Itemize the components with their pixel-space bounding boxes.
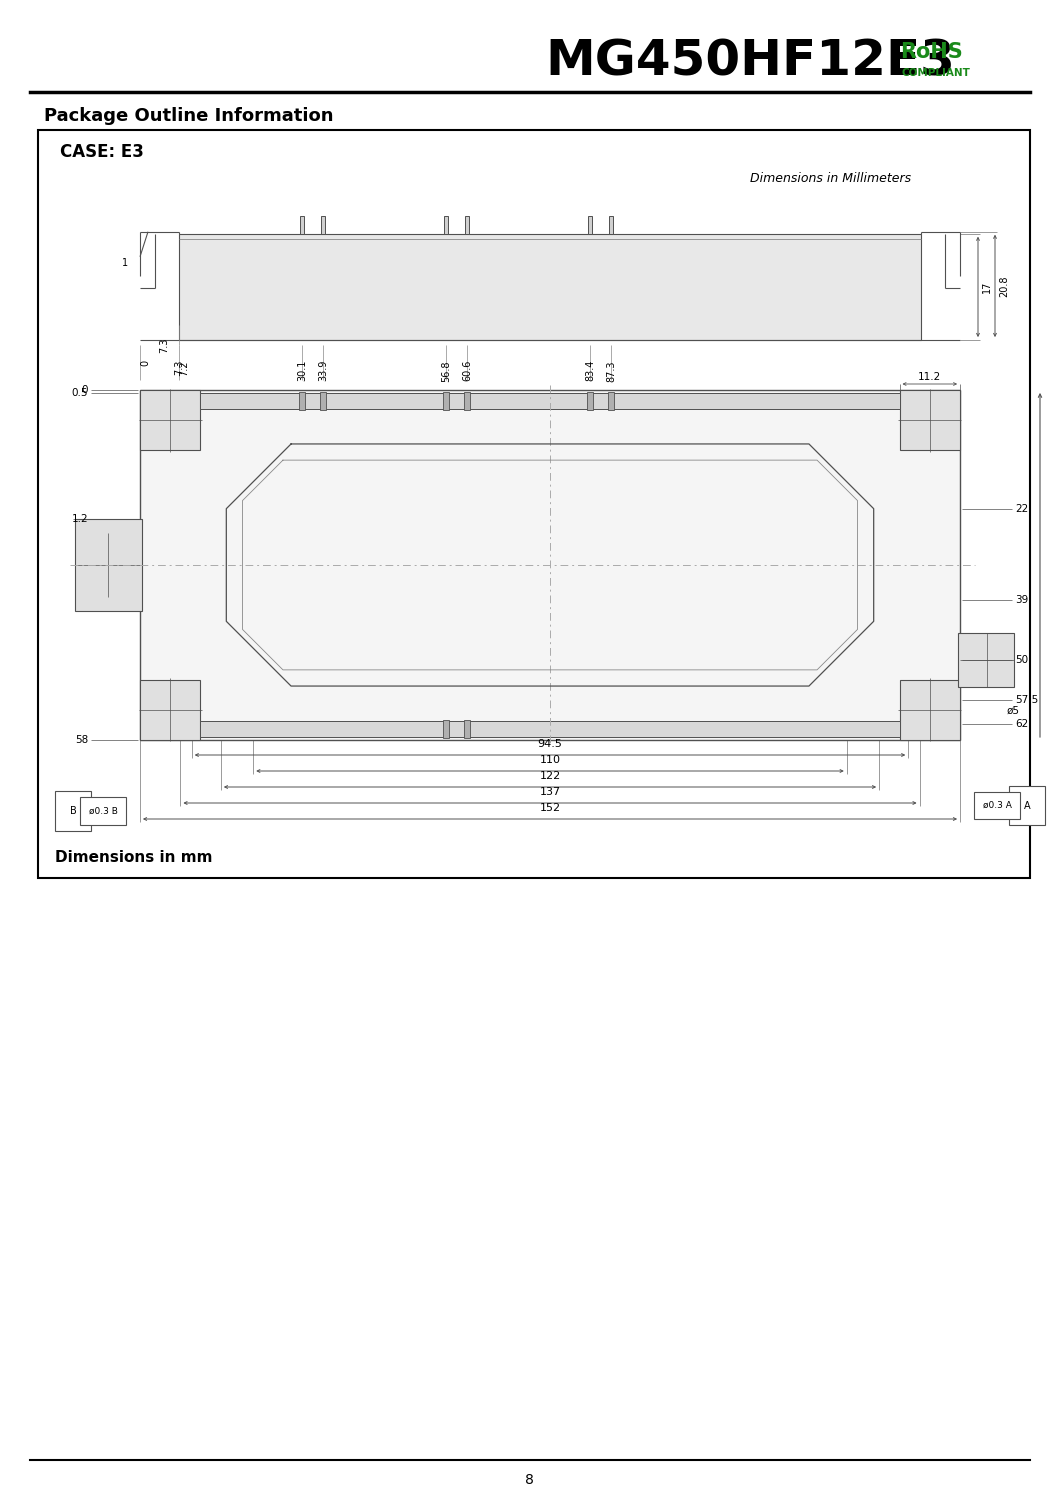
Text: A: A xyxy=(1024,800,1030,810)
Text: 87.3: 87.3 xyxy=(606,360,616,382)
Bar xyxy=(300,391,305,410)
Text: ø0.3 A: ø0.3 A xyxy=(983,801,1011,810)
Text: 17: 17 xyxy=(982,280,992,294)
Text: 83.4: 83.4 xyxy=(585,360,595,382)
Text: 33.9: 33.9 xyxy=(318,360,328,382)
Text: 30.1: 30.1 xyxy=(298,360,307,382)
Text: Dimensions in Millimeters: Dimensions in Millimeters xyxy=(750,171,911,184)
Bar xyxy=(609,216,613,234)
Text: 0: 0 xyxy=(140,360,150,366)
Text: 137: 137 xyxy=(539,786,560,797)
Text: 58: 58 xyxy=(75,736,88,745)
Bar xyxy=(200,392,899,409)
Bar xyxy=(445,216,448,234)
Bar xyxy=(200,721,899,737)
Text: COMPLIANT: COMPLIANT xyxy=(901,67,970,78)
Text: 39: 39 xyxy=(1015,595,1028,605)
Text: 20.8: 20.8 xyxy=(999,276,1009,297)
Text: 60.6: 60.6 xyxy=(462,360,472,382)
Bar xyxy=(464,721,470,739)
Text: 0: 0 xyxy=(82,385,88,395)
Text: 7.2: 7.2 xyxy=(179,360,189,376)
Text: 122: 122 xyxy=(539,771,560,780)
Text: B: B xyxy=(70,806,76,816)
Bar xyxy=(588,216,592,234)
Bar xyxy=(179,234,920,340)
Bar xyxy=(899,389,961,451)
Bar xyxy=(464,391,470,410)
Text: Dimensions in mm: Dimensions in mm xyxy=(55,851,213,866)
Bar xyxy=(140,680,200,740)
Text: 57.5: 57.5 xyxy=(1015,695,1038,706)
Bar xyxy=(899,680,961,740)
Text: MG450HF12E3: MG450HF12E3 xyxy=(545,37,955,85)
Text: 56.8: 56.8 xyxy=(442,360,451,382)
Text: RoHS: RoHS xyxy=(900,42,963,61)
Bar xyxy=(38,130,1030,878)
Bar xyxy=(140,389,200,451)
Bar xyxy=(320,391,326,410)
Text: 7.3: 7.3 xyxy=(160,337,169,352)
Bar xyxy=(75,520,142,611)
Bar xyxy=(587,391,593,410)
Text: 0.5: 0.5 xyxy=(72,388,88,397)
Text: 11.2: 11.2 xyxy=(918,372,941,382)
Bar xyxy=(444,391,449,410)
Text: CASE: E3: CASE: E3 xyxy=(60,142,144,160)
Text: 22: 22 xyxy=(1015,503,1028,514)
Bar xyxy=(608,391,614,410)
Text: 110: 110 xyxy=(539,755,560,765)
Text: 1.2: 1.2 xyxy=(71,514,88,524)
Text: ø5: ø5 xyxy=(1007,706,1020,715)
Text: 50: 50 xyxy=(1015,655,1028,665)
Bar xyxy=(321,216,325,234)
Text: 62: 62 xyxy=(1015,719,1028,730)
Text: ø0.3 B: ø0.3 B xyxy=(89,806,118,815)
Text: 152: 152 xyxy=(539,803,560,813)
Bar xyxy=(444,721,449,739)
Text: 1: 1 xyxy=(122,258,128,268)
Bar xyxy=(301,216,304,234)
Bar xyxy=(958,632,1013,686)
Bar xyxy=(465,216,469,234)
Text: 94.5: 94.5 xyxy=(538,739,562,749)
Text: 7.3: 7.3 xyxy=(175,360,184,376)
Bar xyxy=(140,389,961,740)
Text: Package Outline Information: Package Outline Information xyxy=(44,106,334,124)
Text: 8: 8 xyxy=(524,1473,534,1488)
